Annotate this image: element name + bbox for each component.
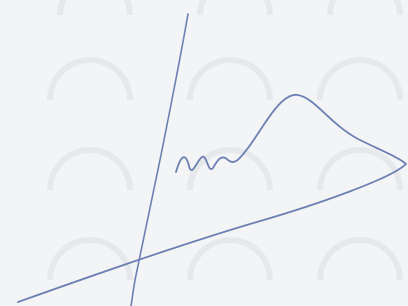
signature-scan	[0, 0, 408, 306]
page	[0, 0, 408, 306]
